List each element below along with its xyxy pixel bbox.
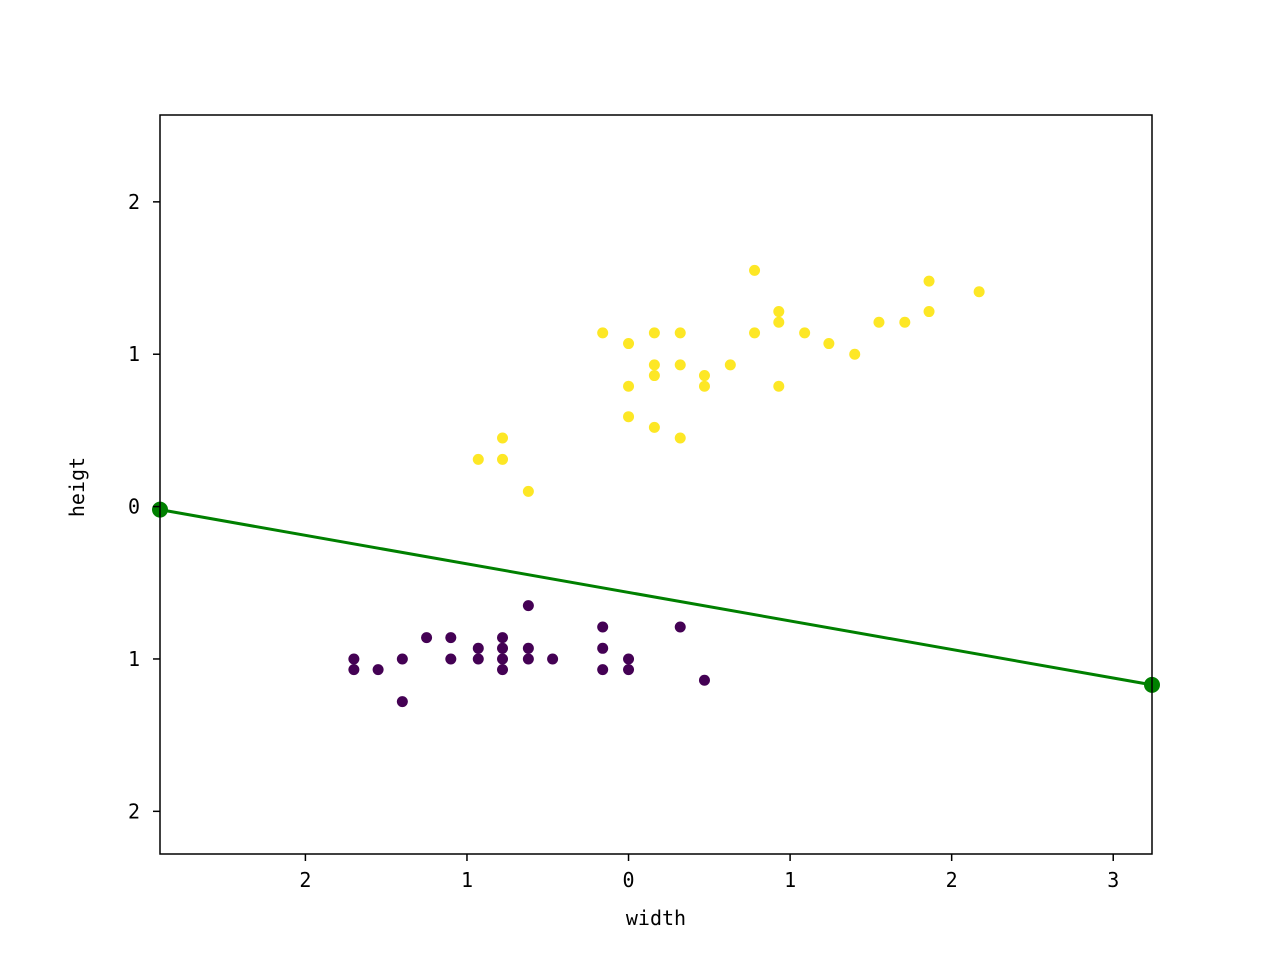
series-0: [348, 600, 710, 708]
scatter-point: [348, 653, 360, 665]
scatter-point: [497, 432, 509, 444]
scatter-point: [421, 632, 433, 644]
scatter-point: [648, 421, 660, 433]
scatter-point: [749, 264, 761, 276]
scatter-point: [973, 286, 985, 298]
plot-area: [152, 264, 1160, 708]
scatter-point: [348, 664, 360, 676]
scatter-point: [849, 348, 861, 360]
scatter-point: [472, 642, 484, 654]
scatter-point: [497, 642, 509, 654]
scatter-point: [773, 306, 785, 318]
scatter-point: [724, 359, 736, 371]
scatter-point: [873, 316, 885, 328]
x-tick-label: 0: [623, 868, 635, 892]
scatter-point: [648, 359, 660, 371]
scatter-point: [773, 316, 785, 328]
scatter-point: [648, 327, 660, 339]
y-tick-label: 0: [128, 495, 140, 519]
y-tick-label: 1: [128, 342, 140, 366]
scatter-point: [472, 653, 484, 665]
scatter-point: [497, 632, 509, 644]
scatter-point: [698, 370, 710, 382]
scatter-point: [623, 653, 635, 665]
scatter-point: [522, 642, 534, 654]
scatter-point: [522, 485, 534, 497]
y-tick-label: 2: [128, 190, 140, 214]
decision-boundary-line: [159, 508, 1153, 687]
scatter-point: [396, 653, 408, 665]
scatter-point: [749, 327, 761, 339]
scatter-point: [522, 653, 534, 665]
scatter-point: [648, 370, 660, 382]
scatter-point: [445, 653, 457, 665]
scatter-point: [923, 306, 935, 318]
scatter-point: [623, 380, 635, 392]
scatter-point: [597, 621, 609, 633]
scatter-point: [597, 664, 609, 676]
y-tick-label: 1: [128, 647, 140, 671]
scatter-point: [497, 453, 509, 465]
x-tick-label: 2: [946, 868, 958, 892]
scatter-point: [674, 621, 686, 633]
y-tick-label: 2: [128, 799, 140, 823]
scatter-point: [698, 674, 710, 686]
scatter-point: [497, 653, 509, 665]
x-tick-label: 1: [461, 868, 473, 892]
scatter-point: [674, 432, 686, 444]
scatter-point: [799, 327, 811, 339]
axes-frame: [159, 114, 1153, 855]
scatter-point: [773, 380, 785, 392]
scatter-point: [899, 316, 911, 328]
scatter-point: [823, 338, 835, 350]
scatter-point: [497, 664, 509, 676]
scatter-point: [472, 453, 484, 465]
scatter-point: [597, 642, 609, 654]
scatter-point: [522, 600, 534, 612]
scatter-point: [674, 359, 686, 371]
x-tick-label: 2: [299, 868, 311, 892]
scatter-point: [698, 380, 710, 392]
tick-layer: 2 1 0 1 2 3 2 1 0 1 2: [128, 190, 1119, 892]
scatter-point: [547, 653, 559, 665]
scatter-point: [623, 411, 635, 423]
scatter-point: [623, 338, 635, 350]
scatter-point: [396, 696, 408, 708]
x-axis-label: width: [626, 906, 686, 930]
scatter-point: [445, 632, 457, 644]
y-axis-label: heigt: [65, 457, 89, 517]
series-1: [472, 264, 985, 497]
scatter-point: [597, 327, 609, 339]
x-tick-label: 1: [784, 868, 796, 892]
x-tick-label: 3: [1107, 868, 1119, 892]
scatter-point: [623, 664, 635, 676]
scatter-point: [923, 275, 935, 287]
scatter-point: [674, 327, 686, 339]
scatter-point: [372, 664, 384, 676]
